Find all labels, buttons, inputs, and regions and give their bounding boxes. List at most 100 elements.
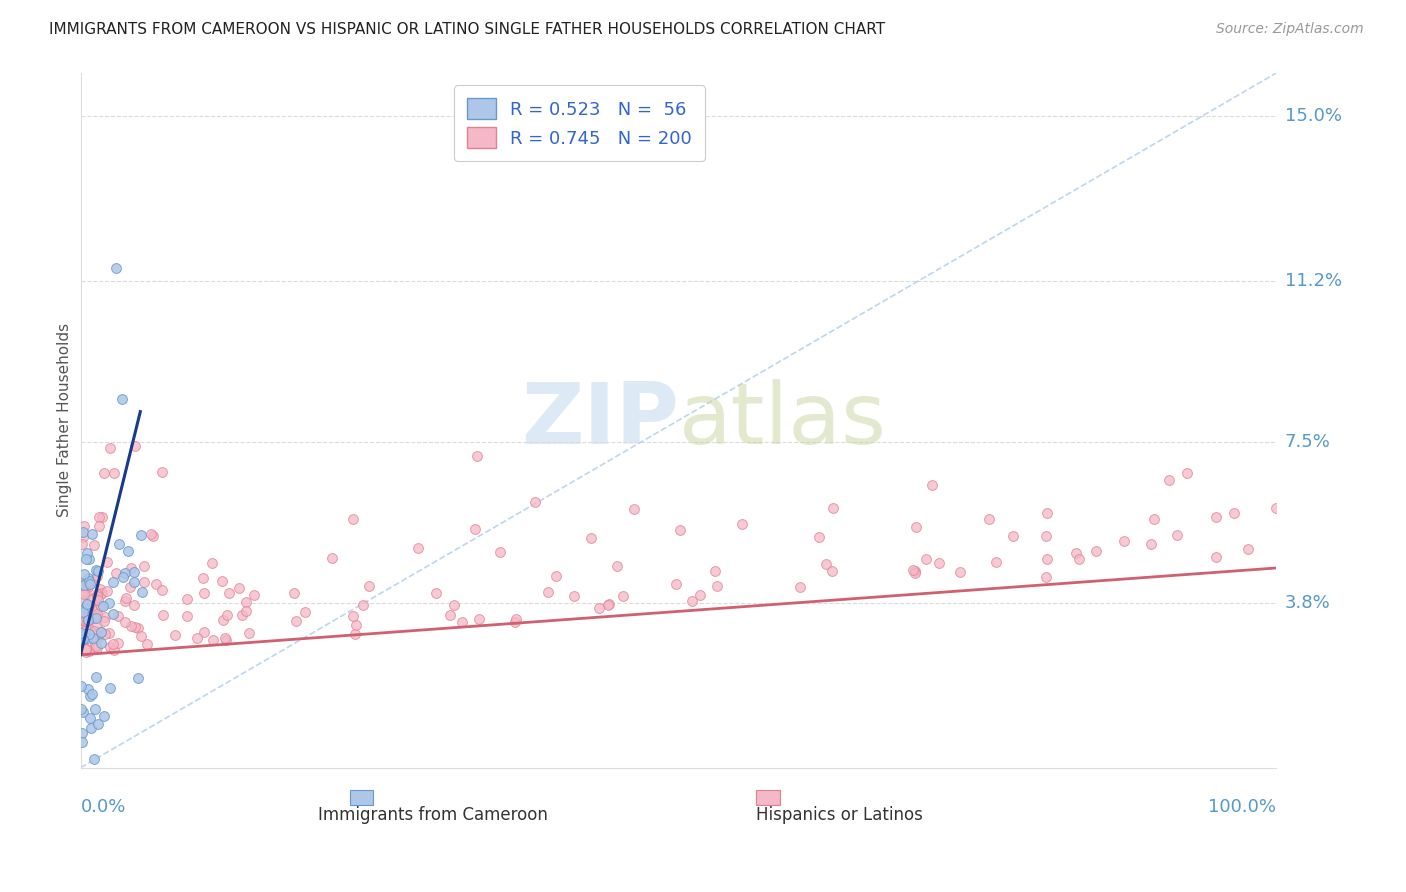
Point <box>949 566 972 580</box>
Point <box>101 574 124 589</box>
Point <box>231 607 253 622</box>
Point <box>704 564 727 578</box>
Point <box>915 552 938 566</box>
Point <box>150 582 173 597</box>
Point <box>193 625 215 640</box>
Point <box>228 581 250 595</box>
Point <box>79 721 101 735</box>
Point <box>93 708 115 723</box>
Point <box>904 566 927 581</box>
Point <box>86 611 108 625</box>
Point <box>82 592 104 607</box>
Point <box>75 574 97 588</box>
Point <box>76 600 98 615</box>
Point <box>79 711 101 725</box>
Point <box>114 594 136 608</box>
Point <box>70 627 93 641</box>
Point <box>468 612 491 626</box>
Point <box>903 564 925 578</box>
Point <box>117 543 139 558</box>
Point <box>83 574 105 588</box>
Point <box>76 552 98 566</box>
Point <box>165 627 187 641</box>
Point <box>105 566 128 581</box>
Point <box>93 614 115 628</box>
Text: Immigrants from Cameroon: Immigrants from Cameroon <box>318 805 548 824</box>
Point <box>823 501 845 516</box>
Point <box>82 632 104 646</box>
Point <box>98 625 121 640</box>
Point <box>904 520 927 534</box>
Point <box>215 608 238 623</box>
Point <box>87 592 110 607</box>
Point <box>72 530 94 544</box>
Point <box>96 555 118 569</box>
Point <box>84 639 107 653</box>
Point <box>87 564 110 578</box>
Point <box>523 495 546 509</box>
Point <box>72 629 94 643</box>
Point <box>79 577 101 591</box>
Point <box>465 449 488 463</box>
Point <box>134 574 156 589</box>
Point <box>1035 528 1057 542</box>
Point <box>90 625 112 640</box>
Point <box>84 609 107 624</box>
Point <box>77 681 100 696</box>
Point <box>98 596 121 610</box>
Point <box>84 670 107 684</box>
Point <box>72 605 94 619</box>
Point <box>83 538 105 552</box>
Point <box>152 607 174 622</box>
Point <box>150 465 173 479</box>
Point <box>235 604 257 618</box>
Point <box>186 632 208 646</box>
Point <box>90 599 112 613</box>
Point <box>439 608 461 623</box>
Point <box>131 528 153 542</box>
Point <box>136 637 159 651</box>
Point <box>579 531 602 545</box>
Point <box>238 625 260 640</box>
Point <box>689 588 711 602</box>
Point <box>69 702 91 716</box>
Point <box>77 622 100 636</box>
Point <box>212 613 235 627</box>
Point <box>90 586 112 600</box>
Point <box>176 608 198 623</box>
Point <box>464 522 486 536</box>
Point <box>588 600 610 615</box>
Point <box>70 631 93 645</box>
Point <box>107 636 129 650</box>
Point <box>606 558 628 573</box>
Point <box>83 637 105 651</box>
Point <box>72 580 94 594</box>
Point <box>90 624 112 639</box>
Point <box>87 510 110 524</box>
Point <box>218 586 240 600</box>
Point <box>131 585 153 599</box>
Point <box>808 530 831 544</box>
Point <box>979 512 1001 526</box>
Point <box>79 576 101 591</box>
Point <box>124 620 146 634</box>
Point <box>211 574 233 588</box>
Point <box>70 586 93 600</box>
Point <box>191 571 214 585</box>
Point <box>101 607 124 621</box>
Point <box>904 564 927 578</box>
Point <box>124 439 146 453</box>
Point <box>80 526 103 541</box>
Point <box>82 629 104 643</box>
Point <box>103 466 125 480</box>
Point <box>73 578 96 592</box>
Point <box>1035 507 1057 521</box>
Point <box>69 600 91 615</box>
Point <box>1205 510 1227 524</box>
Point <box>1166 528 1188 542</box>
Point <box>84 563 107 577</box>
Point <box>115 591 138 605</box>
Point <box>131 629 153 643</box>
Point <box>87 717 110 731</box>
Point <box>75 641 97 656</box>
